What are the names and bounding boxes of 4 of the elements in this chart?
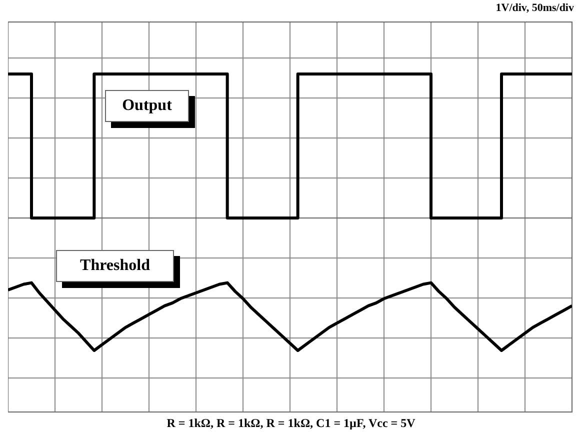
text: 1V/div, 50ms/div	[496, 2, 574, 14]
series-label: Output	[105, 90, 189, 122]
text: Threshold	[56, 250, 174, 282]
text: R = 1kΩ, R = 1kΩ, R = 1kΩ, C1 = 1µF, Vcc = 5V	[166, 416, 416, 431]
